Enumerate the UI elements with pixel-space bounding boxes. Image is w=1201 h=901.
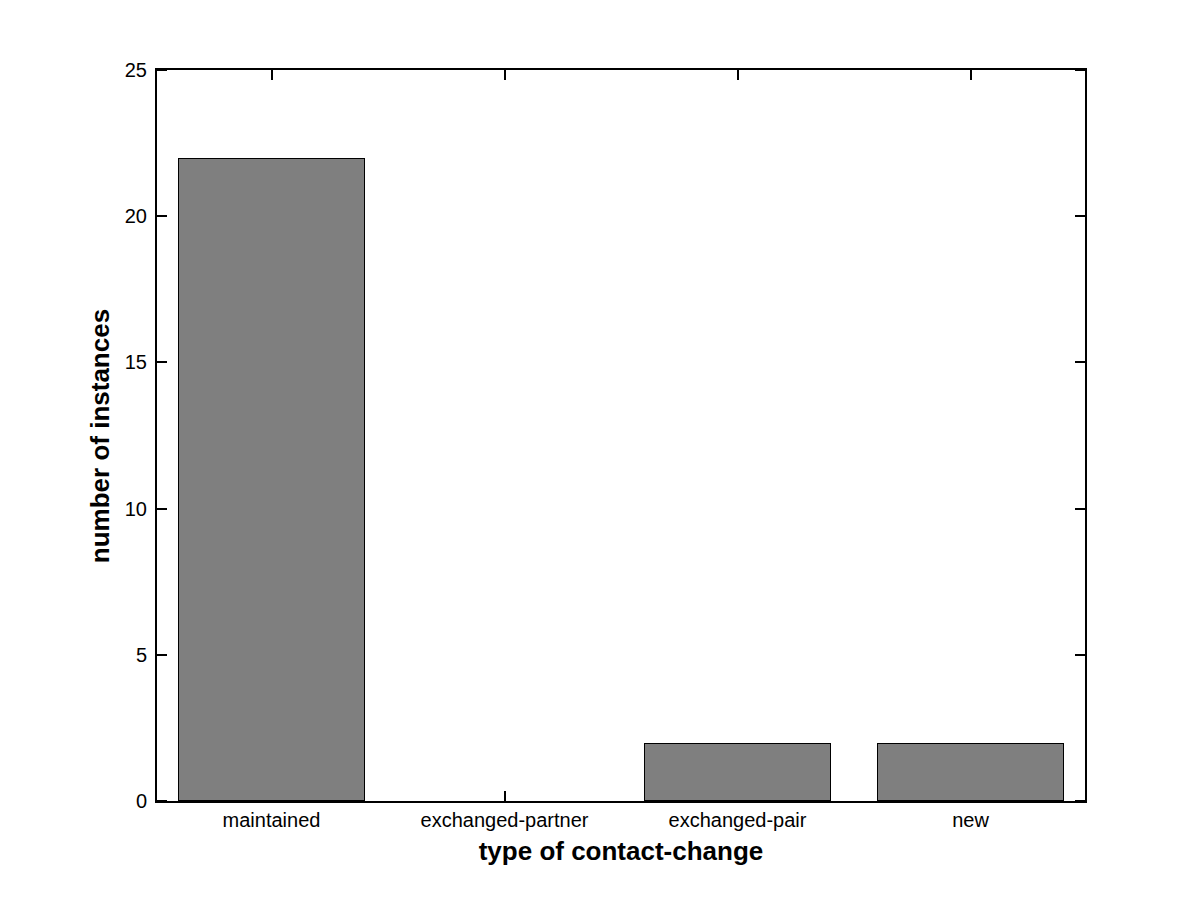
x-axis-tick-top: [504, 70, 506, 80]
y-axis-tick-right: [1075, 800, 1085, 802]
x-axis-tick-top: [737, 70, 739, 80]
y-axis-tick-right: [1075, 215, 1085, 217]
x-axis-tick-top: [271, 70, 273, 80]
y-axis-tick-left: [157, 215, 167, 217]
x-axis-tick-top: [970, 70, 972, 80]
y-axis-tick-left: [157, 654, 167, 656]
y-tick-label: 10: [35, 497, 147, 521]
x-tick-label-new: new: [831, 808, 1111, 832]
chart-canvas: number of instances type of contact-chan…: [0, 0, 1201, 901]
y-axis-label: number of instances: [85, 309, 116, 563]
x-axis-label: type of contact-change: [479, 836, 764, 867]
y-tick-label: 15: [35, 350, 147, 374]
y-axis-tick-left: [157, 361, 167, 363]
y-axis-tick-left: [157, 69, 167, 71]
y-axis-tick-right: [1075, 361, 1085, 363]
y-axis-tick-right: [1075, 508, 1085, 510]
y-tick-label: 5: [35, 643, 147, 667]
y-tick-label: 0: [35, 789, 147, 813]
x-axis-tick-bottom: [504, 791, 506, 801]
y-axis-tick-right: [1075, 69, 1085, 71]
y-axis-tick-left: [157, 508, 167, 510]
y-tick-label: 25: [35, 58, 147, 82]
bar-new: [877, 743, 1063, 801]
y-axis-tick-left: [157, 800, 167, 802]
y-axis-tick-right: [1075, 654, 1085, 656]
y-tick-label: 20: [35, 204, 147, 228]
bar-maintained: [178, 158, 364, 801]
bar-exchanged-pair: [644, 743, 830, 801]
